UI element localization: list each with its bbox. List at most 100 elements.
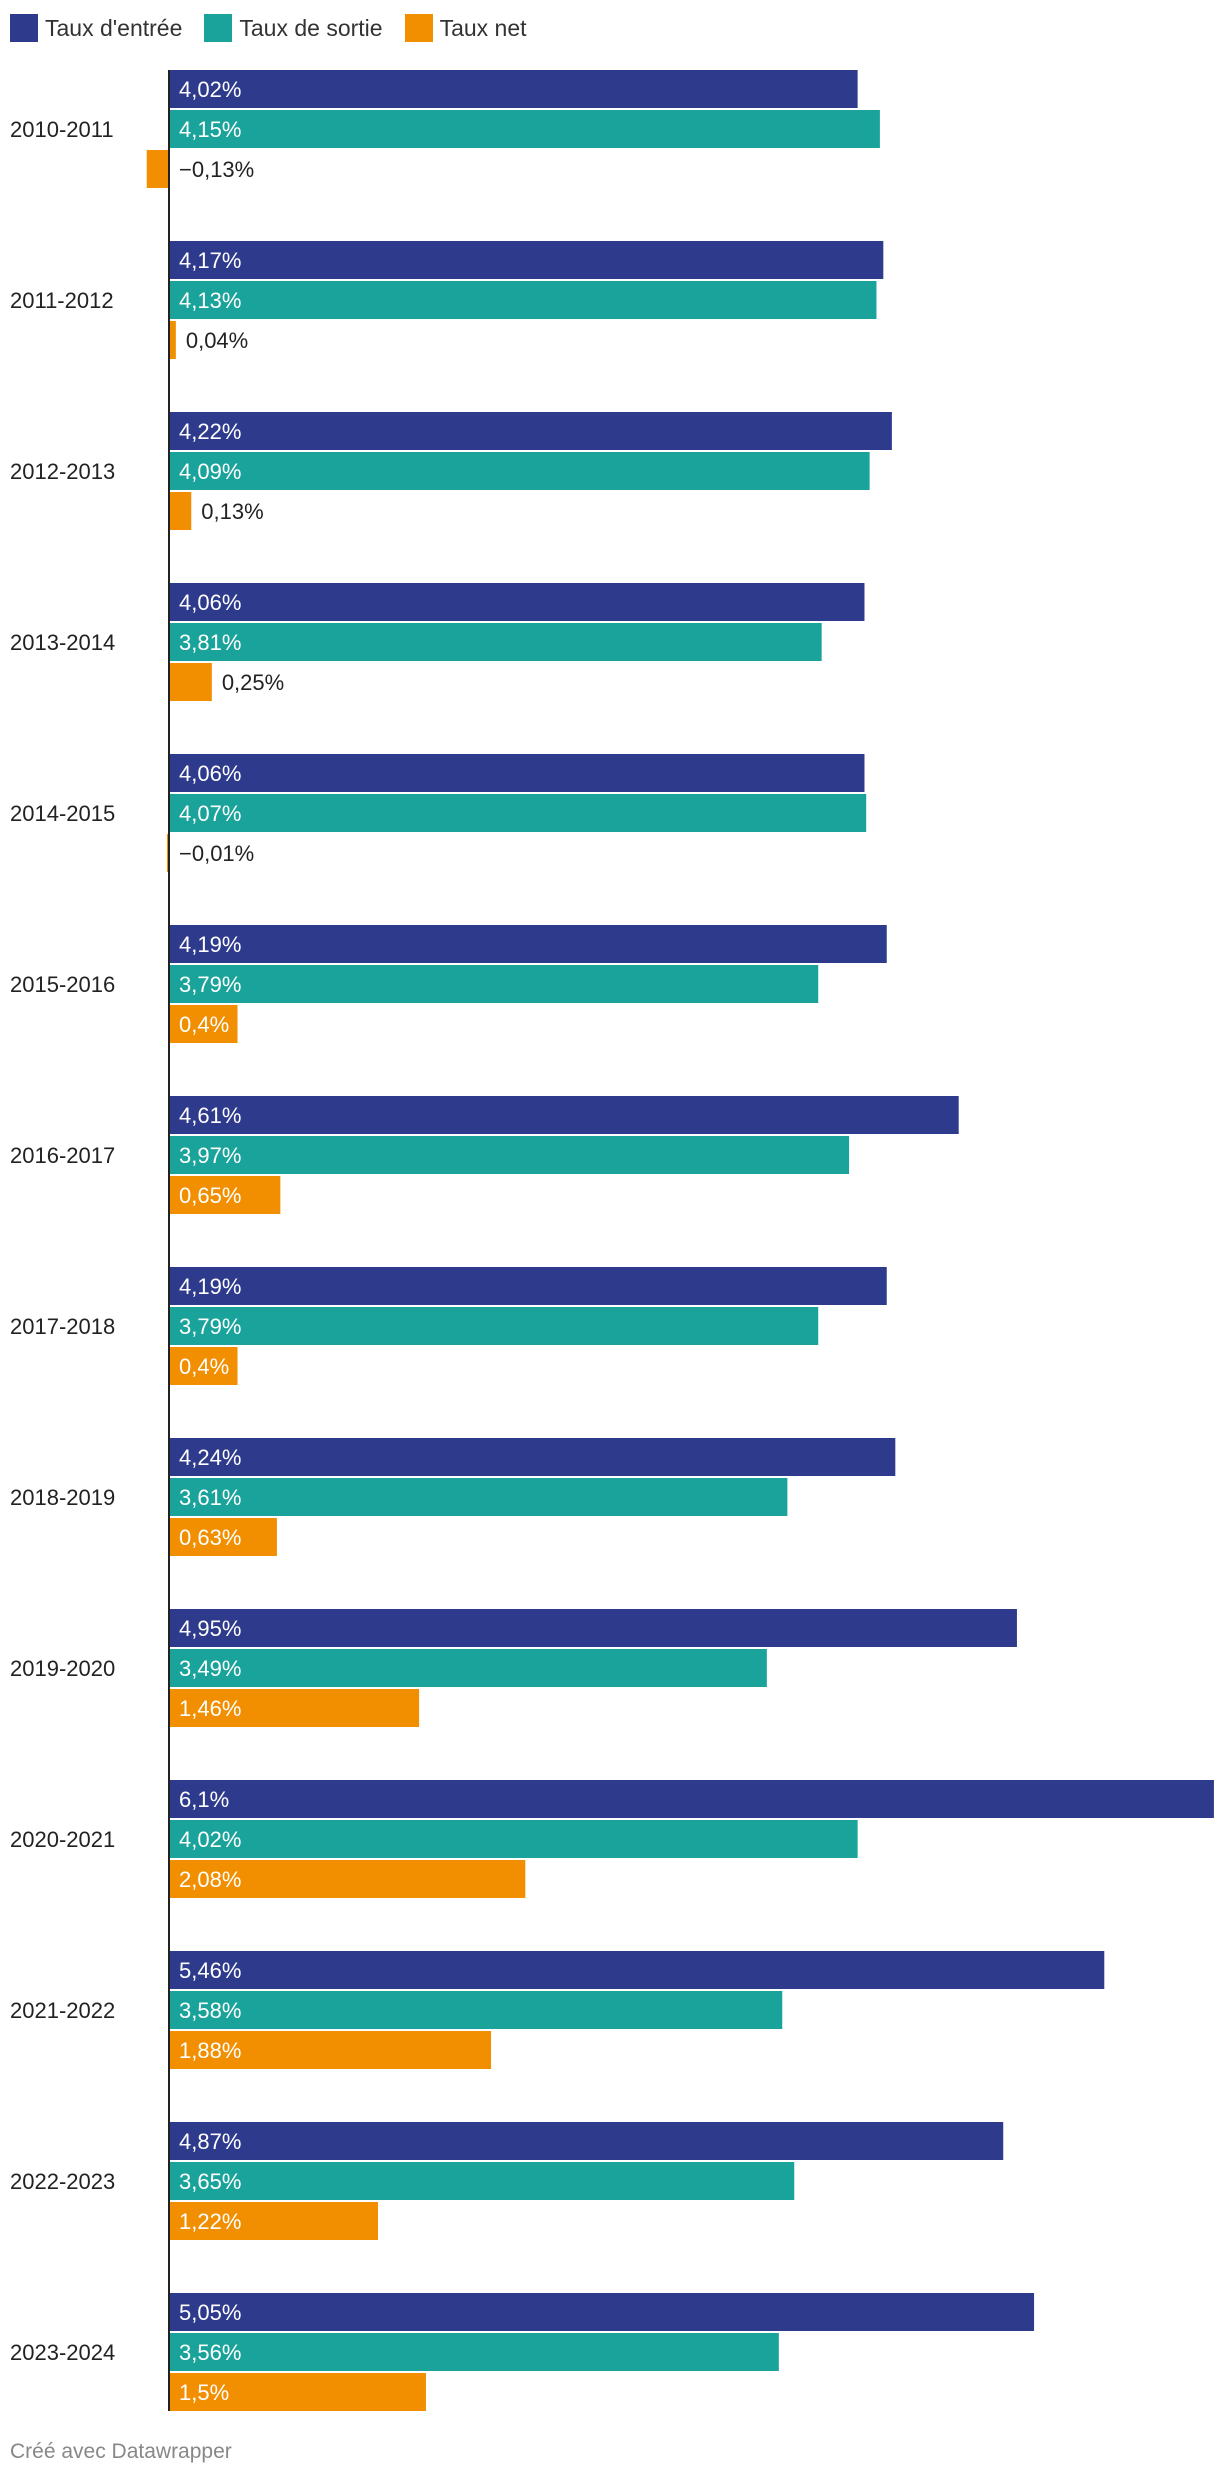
bar-value-label: 0,65% <box>179 1183 241 1208</box>
legend-label-net: Taux net <box>439 14 527 41</box>
bar-entree <box>169 925 887 963</box>
bar-value-label: 0,04% <box>186 328 248 353</box>
bar-sortie <box>169 1307 819 1345</box>
bar-value-label: 3,97% <box>179 1143 241 1168</box>
bar-sortie <box>169 623 822 661</box>
category-label: 2021-2022 <box>10 1998 115 2023</box>
bar-value-label: 4,17% <box>179 248 241 273</box>
legend-swatch-entree <box>10 14 38 42</box>
bar-value-label: 3,81% <box>179 630 241 655</box>
bar-net <box>169 1005 238 1043</box>
category-label: 2016-2017 <box>10 1143 115 1168</box>
bar-net <box>169 2202 378 2240</box>
bar-net <box>169 1347 238 1385</box>
legend-label-entree: Taux d'entrée <box>45 14 183 41</box>
bar-entree <box>169 1267 887 1305</box>
bar-value-label: 4,61% <box>179 1103 241 1128</box>
legend: Taux d'entrée Taux de sortie Taux net <box>10 12 527 44</box>
bar-value-label: 3,56% <box>179 2340 241 2365</box>
category-label: 2022-2023 <box>10 2169 115 2194</box>
bar-value-label: 3,79% <box>179 1314 241 1339</box>
bar-entree <box>169 1096 959 1134</box>
bar-value-label: 3,79% <box>179 972 241 997</box>
bar-value-label: 4,15% <box>179 117 241 142</box>
bar-value-label: 0,4% <box>179 1354 229 1379</box>
footer-credit: Créé avec Datawrapper <box>10 2440 232 2463</box>
legend-item-entree: Taux d'entrée <box>10 14 182 42</box>
bar-sortie <box>169 1478 788 1516</box>
category-label: 2019-2020 <box>10 1656 115 1681</box>
bar-entree <box>169 583 865 621</box>
bar-sortie <box>169 1991 783 2029</box>
bar-net <box>169 663 212 701</box>
bar-value-label: 3,58% <box>179 1998 241 2023</box>
bar-sortie <box>169 2162 795 2200</box>
category-label: 2023-2024 <box>10 2340 115 2365</box>
category-label: 2012-2013 <box>10 459 115 484</box>
bar-entree <box>169 412 892 450</box>
bar-value-label: 3,65% <box>179 2169 241 2194</box>
bar-entree <box>169 1780 1214 1818</box>
bar-sortie <box>169 110 880 148</box>
bar-value-label: 0,63% <box>179 1525 241 1550</box>
bar-entree <box>169 2122 1004 2160</box>
bar-value-label: 0,13% <box>201 499 263 524</box>
bar-sortie <box>169 452 870 490</box>
bar-sortie <box>169 965 819 1003</box>
bar-entree <box>169 1951 1105 1989</box>
bar-value-label: 4,02% <box>179 1827 241 1852</box>
bar-value-label: 4,09% <box>179 459 241 484</box>
bar-sortie <box>169 1649 767 1687</box>
category-label: 2017-2018 <box>10 1314 115 1339</box>
bar-value-label: 4,06% <box>179 590 241 615</box>
bar-value-label: 0,25% <box>222 670 284 695</box>
bar-value-label: 4,19% <box>179 1274 241 1299</box>
category-label: 2015-2016 <box>10 972 115 997</box>
bar-value-label: 1,46% <box>179 1696 241 1721</box>
bar-value-label: 5,46% <box>179 1958 241 1983</box>
bar-net <box>169 321 176 359</box>
bar-value-label: 4,24% <box>179 1445 241 1470</box>
bar-value-label: 4,13% <box>179 288 241 313</box>
bar-net <box>169 1860 526 1898</box>
bar-entree <box>169 754 865 792</box>
category-label: 2013-2014 <box>10 630 115 655</box>
bar-sortie <box>169 794 867 832</box>
bar-value-label: 2,08% <box>179 1867 241 1892</box>
bar-sortie <box>169 2333 779 2371</box>
bar-value-label: −0,01% <box>179 841 254 866</box>
bar-value-label: 3,61% <box>179 1485 241 1510</box>
bar-net <box>169 1689 420 1727</box>
bar-entree <box>169 241 884 279</box>
category-label: 2011-2012 <box>10 288 114 313</box>
category-label: 2010-2011 <box>10 117 114 142</box>
legend-item-sortie: Taux de sortie <box>204 14 383 42</box>
bar-sortie <box>169 1820 858 1858</box>
bar-value-label: −0,13% <box>179 157 254 182</box>
bar-value-label: 4,22% <box>179 419 241 444</box>
legend-swatch-sortie <box>204 14 233 42</box>
bar-value-label: 4,07% <box>179 801 241 826</box>
bar-value-label: 4,06% <box>179 761 241 786</box>
bar-value-label: 1,88% <box>179 2038 241 2063</box>
category-label: 2014-2015 <box>10 801 115 826</box>
legend-label-sortie: Taux de sortie <box>239 14 383 41</box>
bar-net <box>169 492 192 530</box>
bar-net <box>169 1518 277 1556</box>
bar-sortie <box>169 1136 850 1174</box>
legend-swatch-net <box>404 14 433 42</box>
bar-sortie <box>169 281 877 319</box>
bar-net <box>169 1176 281 1214</box>
bar-entree <box>169 2293 1035 2331</box>
bar-entree <box>169 1609 1017 1647</box>
bar-value-label: 3,49% <box>179 1656 241 1681</box>
bar-value-label: 1,5% <box>179 2380 229 2405</box>
bar-value-label: 4,19% <box>179 932 241 957</box>
bar-net <box>146 150 169 188</box>
bar-net <box>169 2031 492 2069</box>
bar-value-label: 0,4% <box>179 1012 229 1037</box>
bar-value-label: 4,02% <box>179 77 241 102</box>
bar-net <box>169 2373 426 2411</box>
bar-value-label: 4,87% <box>179 2129 241 2154</box>
